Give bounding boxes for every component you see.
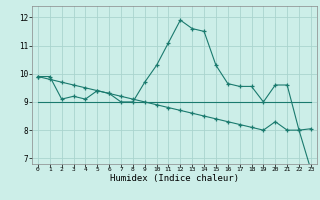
X-axis label: Humidex (Indice chaleur): Humidex (Indice chaleur) [110,174,239,183]
